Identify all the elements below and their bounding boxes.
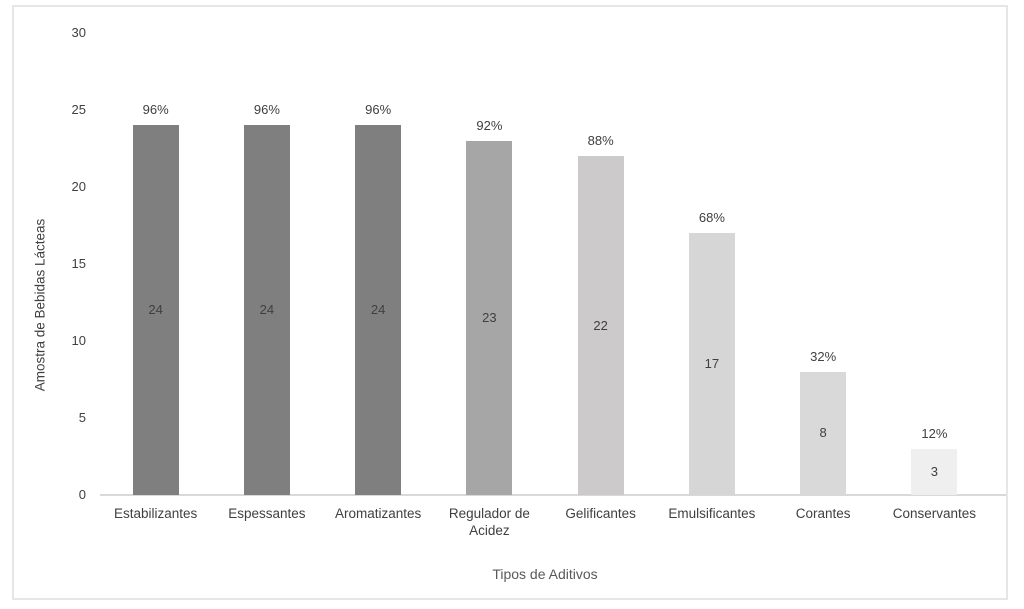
bar-value-label: 23	[482, 309, 497, 325]
bar-percent-label: 68%	[698, 210, 725, 226]
bar-percent-label: 92%	[476, 117, 503, 133]
bar-percent-label: 96%	[253, 102, 280, 118]
bar	[688, 233, 735, 495]
x-category-label: Conservantes	[892, 506, 977, 521]
y-tick-label: 25	[71, 102, 86, 117]
bar	[911, 448, 958, 495]
bar-percent-label: 96%	[142, 102, 169, 118]
bar-value-label: 17	[704, 356, 720, 372]
x-category-label: Emulsificantes	[668, 506, 756, 521]
bar	[132, 125, 179, 495]
bar-percent-label: 12%	[921, 425, 948, 441]
bar-value-label: 24	[259, 302, 275, 318]
bar-value-label: 24	[370, 302, 386, 318]
x-category-label: Gelificantes	[565, 506, 636, 521]
bar-value-label: 22	[593, 317, 608, 333]
chart-frame: Amostra de Bebidas Lácteas Tipos de Adit…	[12, 5, 1008, 600]
bar-percent-label: 96%	[365, 102, 392, 118]
y-tick-label: 5	[78, 410, 86, 425]
bar	[355, 125, 402, 495]
y-tick-label: 10	[71, 333, 86, 348]
bar-value-label: 3	[930, 463, 938, 479]
y-tick-label: 30	[71, 25, 86, 40]
bar	[800, 371, 847, 495]
plot-area: 96% 24 96% 24 96% 24 92% 23 88% 22 68% 17 32% 8 12% 3	[100, 33, 990, 495]
x-category-label: Espessantes	[228, 506, 306, 521]
x-category-label: Aromatizantes	[334, 506, 422, 521]
bar	[466, 140, 513, 495]
x-axis-title: Tipos de Aditivos	[492, 566, 598, 582]
y-tick-label: 0	[78, 487, 86, 502]
bar	[577, 156, 624, 495]
x-category-label: Estabilizantes	[113, 506, 198, 521]
bar-percent-label: 32%	[810, 348, 837, 364]
bar-percent-label: 88%	[587, 133, 614, 149]
x-category-label: Regulador de Acidez	[448, 506, 530, 538]
y-axis-title: Amostra de Bebidas Lácteas	[32, 218, 48, 392]
bar-value-label: 8	[819, 425, 827, 441]
bar-value-label: 24	[148, 302, 163, 318]
x-category-label: Corantes	[795, 506, 851, 521]
x-axis-line	[100, 494, 1006, 496]
y-tick-label: 20	[71, 179, 86, 194]
bar	[243, 125, 290, 495]
y-tick-label: 15	[71, 256, 86, 271]
